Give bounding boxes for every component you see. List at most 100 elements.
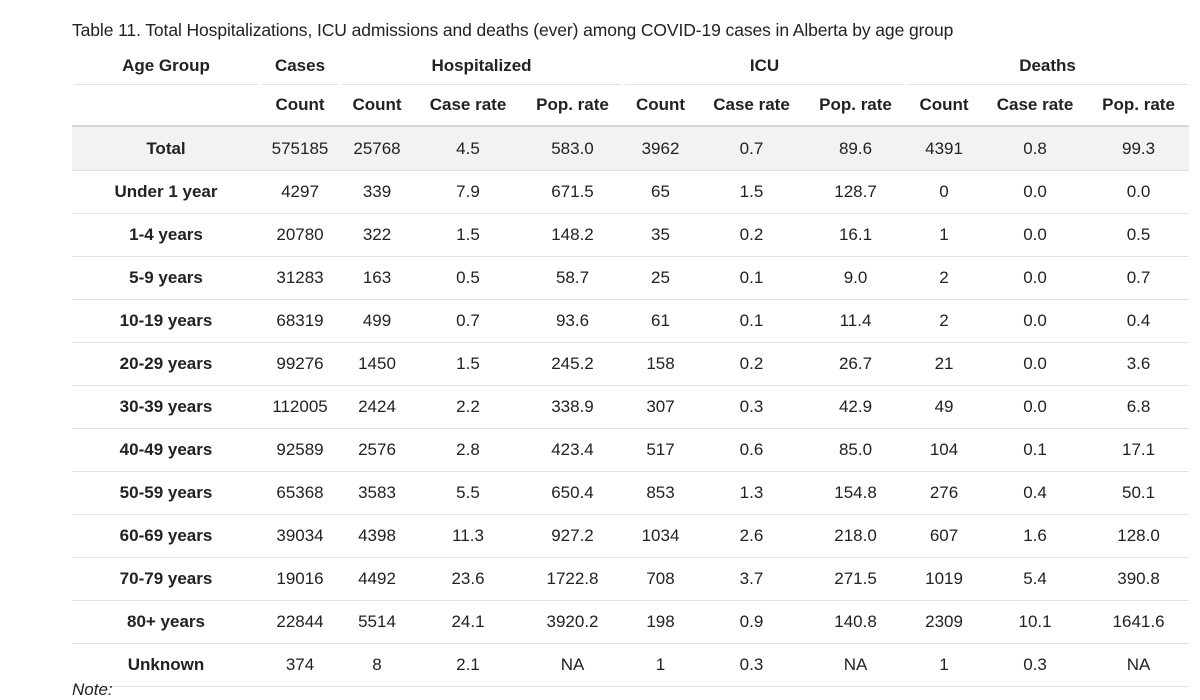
age-cell: 40-49 years — [72, 428, 260, 472]
age-cell: 50-59 years — [72, 471, 260, 515]
death-count-cell: 276 — [906, 471, 983, 515]
hosp-case-rate-cell: 1.5 — [414, 213, 522, 257]
icu-case-rate-cell: 1.3 — [698, 471, 805, 515]
death-case-rate-cell: 0.0 — [982, 170, 1089, 214]
table-row: 1-4 years 20780 322 1.5 148.2 35 0.2 16.1 1 0.0 0.… — [72, 213, 1190, 257]
icu-count-cell: 25 — [623, 256, 698, 300]
hosp-case-rate-cell: 7.9 — [414, 170, 522, 214]
cases-header-label: Cases — [274, 55, 326, 75]
death-case-rate-cell: 0.3 — [982, 643, 1089, 687]
hosp-case-rate-cell: 5.5 — [414, 471, 522, 515]
table-note-label: Note: — [72, 680, 113, 699]
cases-header: Cases — [260, 46, 340, 85]
hosp-pop-rate-cell: 423.4 — [522, 428, 623, 472]
icu-pop-rate-cell: 89.6 — [805, 126, 907, 171]
deaths-header: Deaths — [906, 46, 1189, 85]
hosp-pop-rate-cell: 3920.2 — [522, 600, 623, 644]
table-row: 20-29 years 99276 1450 1.5 245.2 158 0.2 26.7 21… — [72, 342, 1190, 386]
table-row: 80+ years 22844 5514 24.1 3920.2 198 0.9 140.8 2… — [72, 600, 1190, 644]
death-pop-rate-cell: 390.8 — [1088, 557, 1190, 601]
hosp-pop-rate-cell: 58.7 — [522, 256, 623, 300]
icu-count-cell: 517 — [623, 428, 698, 472]
age-cell: 10-19 years — [72, 299, 260, 343]
death-pop-rate-cell: 17.1 — [1088, 428, 1190, 472]
death-pop-rate-cell: 128.0 — [1088, 514, 1190, 558]
cases-count-cell: 374 — [260, 643, 340, 687]
icu-pop-rate-cell: 218.0 — [805, 514, 907, 558]
age-cell: Under 1 year — [72, 170, 260, 214]
age-cell: 80+ years — [72, 600, 260, 644]
age-cell: 70-79 years — [72, 557, 260, 601]
icu-case-rate-cell: 0.9 — [698, 600, 805, 644]
death-count-cell: 607 — [906, 514, 983, 558]
age-cell: 5-9 years — [72, 256, 260, 300]
icu-count-cell: 307 — [623, 385, 698, 429]
cases-count-cell: 4297 — [260, 170, 340, 214]
icu-case-rate-cell: 0.2 — [698, 342, 805, 386]
age-cell: Unknown — [72, 643, 260, 687]
death-count-cell: 2 — [906, 256, 983, 300]
hosp-pop-rate-cell: 671.5 — [522, 170, 623, 214]
death-case-rate-cell: 0.1 — [982, 428, 1089, 472]
death-count-cell: 1 — [906, 643, 983, 687]
hosp-pop-rate-cell: 338.9 — [522, 385, 623, 429]
icu-case-rate-cell: 0.2 — [698, 213, 805, 257]
hosp-case-rate-cell: 2.1 — [414, 643, 522, 687]
icu-count-cell: 708 — [623, 557, 698, 601]
icu-pop-rate-cell: 140.8 — [805, 600, 907, 644]
death-pop-rate-cell: 99.3 — [1088, 126, 1190, 171]
death-count-cell: 2309 — [906, 600, 983, 644]
cases-count-cell: 20780 — [260, 213, 340, 257]
death-count-cell: 2 — [906, 299, 983, 343]
hosp-count-cell: 1450 — [340, 342, 414, 386]
sub-header-death-pop-rate: Pop. rate — [1088, 85, 1190, 127]
sub-header-row: Count Count Case rate Pop. rate Count Ca… — [72, 85, 1190, 127]
icu-count-cell: 35 — [623, 213, 698, 257]
cases-count-cell: 68319 — [260, 299, 340, 343]
icu-count-cell: 1034 — [623, 514, 698, 558]
icu-count-cell: 65 — [623, 170, 698, 214]
death-count-cell: 21 — [906, 342, 983, 386]
hosp-pop-rate-cell: 583.0 — [522, 126, 623, 171]
sub-header-hosp-pop-rate: Pop. rate — [522, 85, 623, 127]
icu-pop-rate-cell: 154.8 — [805, 471, 907, 515]
hosp-count-cell: 3583 — [340, 471, 414, 515]
table-caption: Table 11. Total Hospitalizations, ICU ad… — [72, 20, 954, 40]
death-case-rate-cell: 0.0 — [982, 342, 1089, 386]
table-row: 10-19 years 68319 499 0.7 93.6 61 0.1 11.4 2 0.0 0… — [72, 299, 1190, 343]
icu-case-rate-cell: 0.1 — [698, 256, 805, 300]
hosp-count-cell: 2424 — [340, 385, 414, 429]
table-row: 50-59 years 65368 3583 5.5 650.4 853 1.3 154.8 2… — [72, 471, 1190, 515]
hosp-pop-rate-cell: 245.2 — [522, 342, 623, 386]
icu-pop-rate-cell: 9.0 — [805, 256, 907, 300]
hosp-pop-rate-cell: 93.6 — [522, 299, 623, 343]
icu-pop-rate-cell: 128.7 — [805, 170, 907, 214]
death-pop-rate-cell: 0.7 — [1088, 256, 1190, 300]
hosp-case-rate-cell: 23.6 — [414, 557, 522, 601]
cases-count-cell: 99276 — [260, 342, 340, 386]
hosp-pop-rate-cell: 927.2 — [522, 514, 623, 558]
table-row: Under 1 year 4297 339 7.9 671.5 65 1.5 128.7 0 0.… — [72, 170, 1190, 214]
hosp-pop-rate-cell: NA — [522, 643, 623, 687]
hosp-count-cell: 4492 — [340, 557, 414, 601]
death-case-rate-cell: 0.4 — [982, 471, 1089, 515]
icu-pop-rate-cell: NA — [805, 643, 907, 687]
hosp-count-cell: 322 — [340, 213, 414, 257]
table-row: 60-69 years 39034 4398 11.3 927.2 1034 2.6 218.… — [72, 514, 1190, 558]
death-count-cell: 1 — [906, 213, 983, 257]
death-count-cell: 49 — [906, 385, 983, 429]
death-pop-rate-cell: 6.8 — [1088, 385, 1190, 429]
death-count-cell: 1019 — [906, 557, 983, 601]
icu-pop-rate-cell: 16.1 — [805, 213, 907, 257]
sub-header-hosp-count: Count — [340, 85, 414, 127]
hospitalizations-table: Age Group Cases Hospitalized ICU Deaths … — [72, 46, 1190, 687]
death-case-rate-cell: 10.1 — [982, 600, 1089, 644]
death-pop-rate-cell: NA — [1088, 643, 1190, 687]
age-group-header-label: Age Group — [122, 55, 210, 75]
cases-count-cell: 575185 — [260, 126, 340, 171]
icu-case-rate-cell: 0.7 — [698, 126, 805, 171]
sub-header-icu-case-rate: Case rate — [698, 85, 805, 127]
hosp-count-cell: 8 — [340, 643, 414, 687]
table-body: Total 575185 25768 4.5 583.0 3962 0.7 89.6 4391 0… — [72, 126, 1190, 687]
death-case-rate-cell: 0.0 — [982, 385, 1089, 429]
